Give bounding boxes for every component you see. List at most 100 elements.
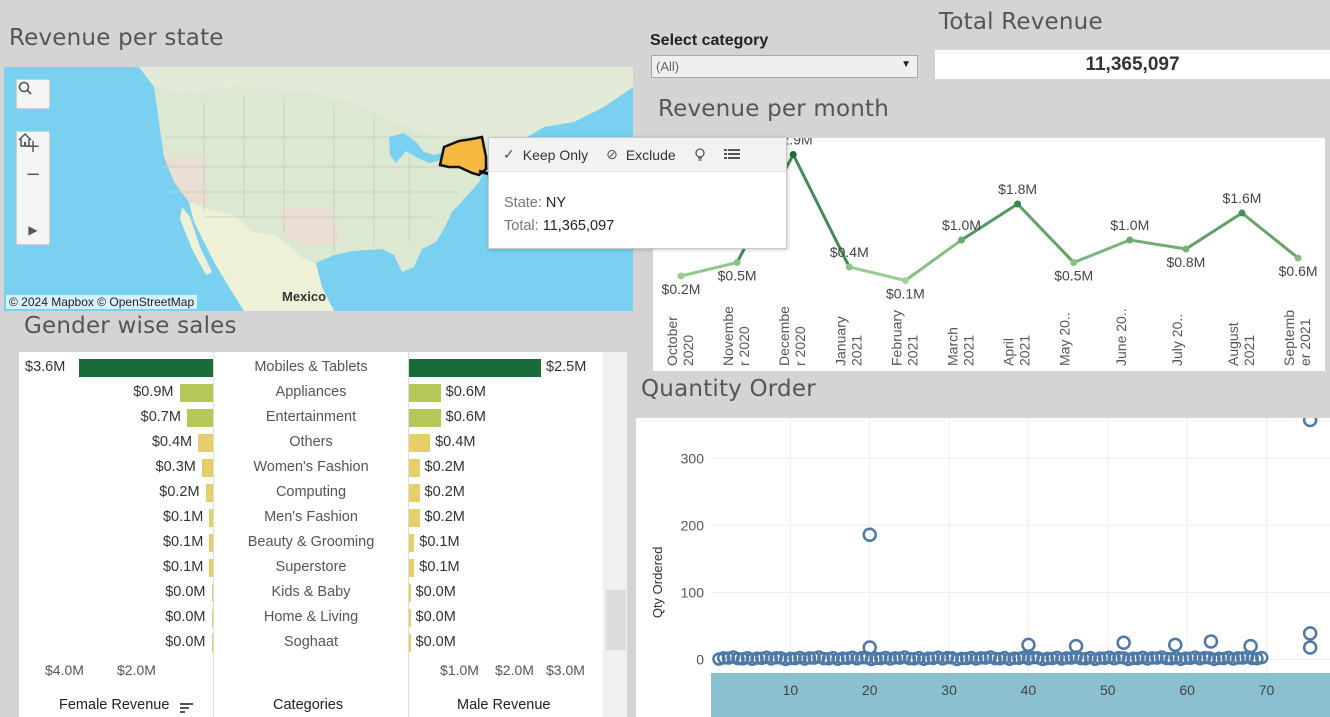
scatter-point[interactable]: [902, 651, 917, 666]
male-revenue-bar[interactable]: [409, 634, 411, 652]
male-revenue-bar[interactable]: [409, 534, 415, 552]
scatter-point[interactable]: [1178, 651, 1193, 665]
female-revenue-bar[interactable]: [209, 509, 213, 527]
data-point[interactable]: [958, 236, 965, 244]
keep-only-button[interactable]: ✓ Keep Only: [503, 146, 588, 163]
category-label[interactable]: Home & Living: [263, 609, 359, 625]
scatter-point[interactable]: [1212, 651, 1226, 666]
male-revenue-bar[interactable]: [409, 559, 415, 577]
map-canvas[interactable]: [4, 67, 633, 311]
category-label[interactable]: Kids & Baby: [271, 584, 351, 600]
month-chart-svg[interactable]: $0.2M$0.5M$2.9M$0.4M$0.1M$1.0M$1.8M$0.5M…: [653, 132, 1325, 371]
scatter-point[interactable]: [1203, 634, 1219, 649]
male-revenue-header[interactable]: Male Revenue: [457, 697, 551, 713]
gender-chart-scroll-thumb[interactable]: [606, 590, 626, 650]
scatter-point[interactable]: [1302, 412, 1318, 428]
scatter-point[interactable]: [1302, 626, 1318, 641]
data-point[interactable]: [1070, 259, 1078, 266]
data-point[interactable]: [677, 272, 685, 280]
male-revenue-bar[interactable]: [409, 584, 411, 602]
chevron-down-icon[interactable]: ▼: [901, 59, 911, 70]
data-point[interactable]: [1294, 254, 1302, 262]
scatter-point[interactable]: [1007, 651, 1021, 665]
scatter-point[interactable]: [862, 640, 877, 655]
scatter-point[interactable]: [1302, 640, 1318, 655]
male-revenue-bar[interactable]: [409, 434, 431, 452]
female-revenue-bar[interactable]: [205, 484, 213, 502]
scatter-point[interactable]: [731, 651, 745, 666]
scatter-point[interactable]: [1074, 651, 1088, 666]
gender-wise-sales-chart[interactable]: Mobiles & Tablets $3.6M $2.5M Appliances $0.…: [19, 352, 603, 717]
exclude-button[interactable]: ⊘ Exclude: [606, 146, 676, 163]
data-point[interactable]: [1126, 236, 1134, 244]
scatter-point[interactable]: [921, 651, 936, 665]
play-icon[interactable]: ▶: [28, 223, 38, 237]
gender-chart-scrollbar[interactable]: [603, 352, 627, 717]
data-point[interactable]: [1182, 245, 1190, 253]
scatter-point[interactable]: [750, 651, 764, 665]
map-search-control[interactable]: [16, 79, 50, 109]
data-point[interactable]: [733, 259, 741, 266]
category-label[interactable]: Superstore: [275, 559, 347, 575]
scatter-point[interactable]: [1255, 650, 1269, 665]
female-revenue-bar[interactable]: [198, 434, 213, 452]
scatter-point[interactable]: [1243, 638, 1258, 654]
scatter-point[interactable]: [1126, 651, 1140, 666]
female-revenue-bar[interactable]: [211, 634, 213, 652]
scatter-point[interactable]: [1093, 651, 1107, 665]
quantity-order-chart[interactable]: 0 100 200 300 Qty Ordered 10 20 30 40 50 60 70: [636, 412, 1330, 717]
data-point[interactable]: [901, 277, 909, 284]
category-label[interactable]: Soghaat: [283, 634, 339, 650]
male-revenue-bar[interactable]: [409, 459, 420, 477]
sort-icon[interactable]: [180, 699, 194, 713]
male-revenue-bar[interactable]: [409, 409, 441, 427]
scatter-point[interactable]: [974, 651, 988, 665]
scatter-point[interactable]: [783, 651, 798, 666]
category-label[interactable]: Computing: [275, 484, 347, 500]
female-revenue-bar[interactable]: [201, 459, 213, 477]
female-revenue-header[interactable]: Female Revenue: [59, 697, 170, 713]
female-revenue-bar[interactable]: [211, 609, 213, 627]
scatter-point[interactable]: [955, 651, 969, 666]
data-point[interactable]: [1238, 209, 1246, 217]
female-revenue-bar[interactable]: [186, 409, 213, 427]
scatter-point[interactable]: [988, 651, 1002, 666]
category-label[interactable]: Men's Fashion: [264, 509, 358, 525]
category-label[interactable]: Beauty & Grooming: [247, 534, 375, 550]
data-point[interactable]: [789, 151, 797, 158]
categories-header[interactable]: Categories: [273, 697, 344, 713]
female-revenue-bar[interactable]: [209, 534, 213, 552]
male-revenue-bar[interactable]: [409, 484, 420, 502]
scatter-point[interactable]: [1021, 637, 1036, 653]
category-label[interactable]: Others: [289, 434, 333, 450]
scatter-point[interactable]: [888, 651, 902, 665]
data-point[interactable]: [845, 263, 853, 271]
scatter-chart-svg[interactable]: 0 100 200 300 Qty Ordered 10 20 30 40 50 60 70: [636, 412, 1330, 717]
female-revenue-bar[interactable]: [79, 359, 213, 377]
scatter-point[interactable]: [869, 651, 883, 666]
scatter-point[interactable]: [1231, 651, 1245, 665]
male-revenue-bar[interactable]: [409, 384, 441, 402]
category-label[interactable]: Entertainment: [265, 409, 357, 425]
scatter-point[interactable]: [716, 651, 731, 665]
scatter-point[interactable]: [1068, 638, 1084, 654]
female-revenue-bar[interactable]: [211, 584, 213, 602]
scatter-point[interactable]: [1145, 651, 1159, 665]
category-label[interactable]: Appliances: [275, 384, 347, 400]
scatter-point[interactable]: [862, 527, 877, 543]
data-point[interactable]: [1014, 200, 1022, 208]
category-label[interactable]: Women's Fashion: [253, 459, 369, 475]
scatter-point[interactable]: [816, 651, 831, 666]
scatter-point[interactable]: [1040, 651, 1055, 666]
male-revenue-bar[interactable]: [409, 609, 411, 627]
scatter-point[interactable]: [1116, 635, 1131, 651]
search-icon[interactable]: [17, 80, 49, 108]
scatter-point[interactable]: [835, 651, 850, 665]
lightbulb-button[interactable]: [694, 147, 706, 163]
female-revenue-bar[interactable]: [209, 559, 213, 577]
male-revenue-bar[interactable]: [409, 359, 541, 377]
scatter-point[interactable]: [1059, 651, 1074, 665]
map-attribution[interactable]: © 2024 Mapbox © OpenStreetMap: [6, 295, 198, 309]
zoom-out-icon[interactable]: −: [25, 163, 41, 185]
female-revenue-bar[interactable]: [179, 384, 213, 402]
